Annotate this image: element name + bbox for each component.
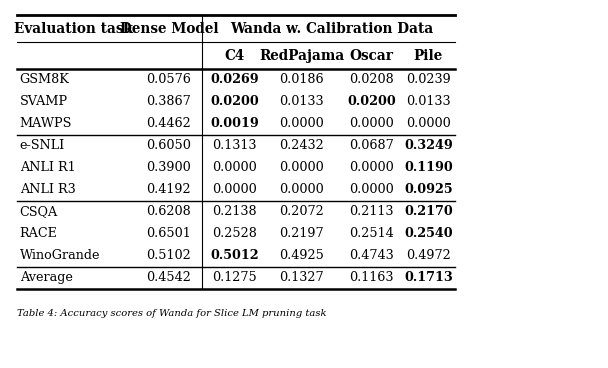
Text: 0.6501: 0.6501 bbox=[147, 227, 191, 240]
Text: ANLI R1: ANLI R1 bbox=[19, 162, 75, 174]
Text: 0.1163: 0.1163 bbox=[350, 271, 394, 284]
Text: 0.0133: 0.0133 bbox=[279, 95, 324, 109]
Text: 0.1327: 0.1327 bbox=[279, 271, 324, 284]
Text: 0.4925: 0.4925 bbox=[279, 250, 324, 262]
Text: 0.1313: 0.1313 bbox=[212, 139, 257, 152]
Text: RedPajama: RedPajama bbox=[259, 49, 344, 63]
Text: 0.0269: 0.0269 bbox=[210, 73, 259, 86]
Text: 0.4542: 0.4542 bbox=[147, 271, 192, 284]
Text: CSQA: CSQA bbox=[19, 205, 58, 218]
Text: MAWPS: MAWPS bbox=[19, 117, 72, 130]
Text: WinoGrande: WinoGrande bbox=[19, 250, 100, 262]
Text: 0.2528: 0.2528 bbox=[212, 227, 257, 240]
Text: 0.0687: 0.0687 bbox=[349, 139, 394, 152]
Text: 0.5102: 0.5102 bbox=[147, 250, 191, 262]
Text: 0.4743: 0.4743 bbox=[349, 250, 394, 262]
Text: 0.6208: 0.6208 bbox=[147, 205, 191, 218]
Text: Oscar: Oscar bbox=[350, 49, 393, 63]
Text: ANLI R3: ANLI R3 bbox=[19, 183, 75, 197]
Text: 0.5012: 0.5012 bbox=[210, 250, 259, 262]
Text: 0.0576: 0.0576 bbox=[147, 73, 192, 86]
Text: RACE: RACE bbox=[19, 227, 58, 240]
Text: 0.0208: 0.0208 bbox=[349, 73, 394, 86]
Text: 0.4462: 0.4462 bbox=[147, 117, 191, 130]
Text: 0.0925: 0.0925 bbox=[404, 183, 452, 197]
Text: 0.1275: 0.1275 bbox=[212, 271, 257, 284]
Text: Average: Average bbox=[19, 271, 72, 284]
Text: GSM8K: GSM8K bbox=[19, 73, 69, 86]
Text: 0.0186: 0.0186 bbox=[279, 73, 324, 86]
Text: 0.0000: 0.0000 bbox=[406, 117, 451, 130]
Text: 0.2072: 0.2072 bbox=[279, 205, 324, 218]
Text: 0.4192: 0.4192 bbox=[147, 183, 191, 197]
Text: 0.2170: 0.2170 bbox=[404, 205, 453, 218]
Text: 0.2514: 0.2514 bbox=[349, 227, 394, 240]
Text: 0.0000: 0.0000 bbox=[279, 117, 324, 130]
Text: Dense Model: Dense Model bbox=[120, 22, 218, 36]
Text: 0.0000: 0.0000 bbox=[349, 183, 394, 197]
Text: 0.0000: 0.0000 bbox=[349, 162, 394, 174]
Text: Table 4: Accuracy scores of Wanda for Slice LM pruning task: Table 4: Accuracy scores of Wanda for Sl… bbox=[16, 309, 326, 318]
Text: 0.6050: 0.6050 bbox=[147, 139, 192, 152]
Text: 0.2197: 0.2197 bbox=[279, 227, 324, 240]
Text: Wanda w. Calibration Data: Wanda w. Calibration Data bbox=[230, 22, 433, 36]
Text: 0.2113: 0.2113 bbox=[350, 205, 394, 218]
Text: 0.3867: 0.3867 bbox=[147, 95, 191, 109]
Text: 0.0239: 0.0239 bbox=[406, 73, 451, 86]
Text: 0.0000: 0.0000 bbox=[279, 162, 324, 174]
Text: SVAMP: SVAMP bbox=[19, 95, 68, 109]
Text: 0.0000: 0.0000 bbox=[279, 183, 324, 197]
Text: 0.2138: 0.2138 bbox=[212, 205, 257, 218]
Text: 0.4972: 0.4972 bbox=[406, 250, 451, 262]
Text: 0.0000: 0.0000 bbox=[212, 162, 257, 174]
Text: Evaluation task: Evaluation task bbox=[14, 22, 133, 36]
Text: 0.0200: 0.0200 bbox=[347, 95, 396, 109]
Text: 0.0133: 0.0133 bbox=[406, 95, 451, 109]
Text: 0.1190: 0.1190 bbox=[404, 162, 453, 174]
Text: 0.3900: 0.3900 bbox=[147, 162, 191, 174]
Text: 0.0200: 0.0200 bbox=[210, 95, 259, 109]
Text: 0.0000: 0.0000 bbox=[212, 183, 257, 197]
Text: Pile: Pile bbox=[413, 49, 443, 63]
Text: 0.2432: 0.2432 bbox=[279, 139, 324, 152]
Text: e-SNLI: e-SNLI bbox=[19, 139, 65, 152]
Text: 0.1713: 0.1713 bbox=[404, 271, 453, 284]
Text: 0.0019: 0.0019 bbox=[210, 117, 259, 130]
Text: C4: C4 bbox=[224, 49, 244, 63]
Text: 0.2540: 0.2540 bbox=[404, 227, 452, 240]
Text: 0.0000: 0.0000 bbox=[349, 117, 394, 130]
Text: 0.3249: 0.3249 bbox=[404, 139, 453, 152]
